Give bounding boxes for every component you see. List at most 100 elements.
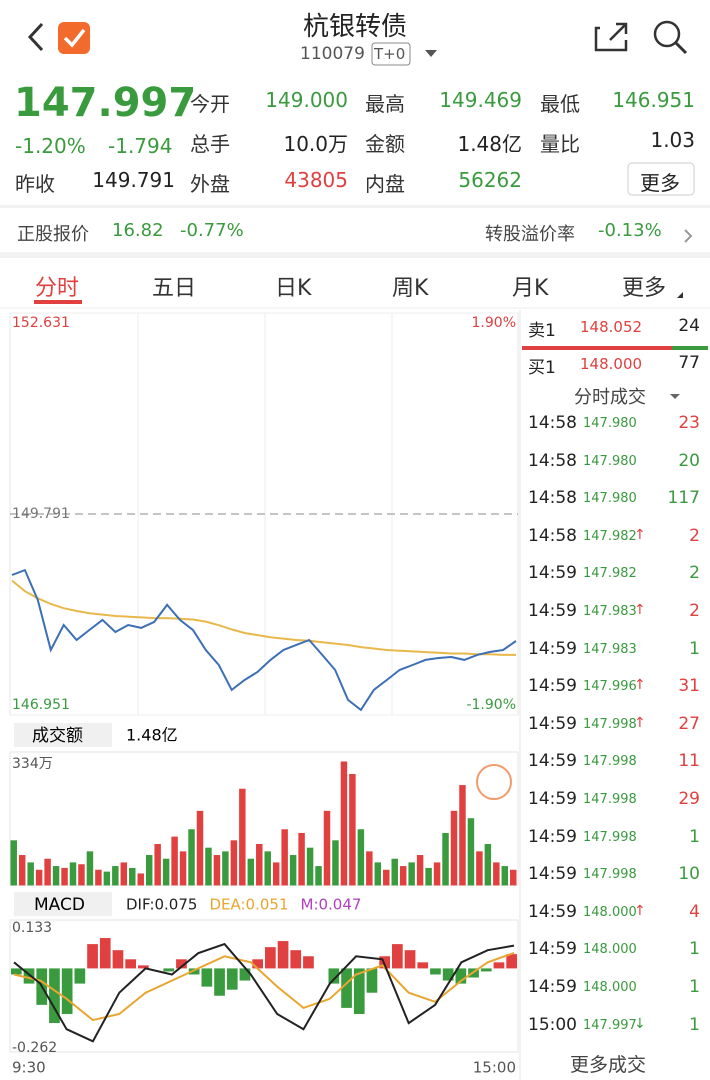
more-button[interactable] [627,162,695,196]
trade-volume: 1 [689,1014,700,1035]
trade-time: 14:59 [528,563,577,584]
price: 147.997 [14,80,197,126]
stat-label: 最低 [540,92,580,116]
tab-indicator [34,300,82,304]
volume-bar [129,867,136,886]
trade-arrow: ↓ [634,1015,646,1032]
macd-bar [442,968,454,981]
macd-bar [303,956,314,969]
volume-bar [103,871,111,886]
macd-bar [417,962,429,969]
macd-bar [455,968,467,984]
volume-bar [332,840,339,886]
trades-more[interactable]: 更多成交 [570,1054,647,1076]
share-icon[interactable] [594,22,628,52]
y2-tick-label: -1.90% [466,697,516,713]
trade-volume: 11 [678,751,700,772]
trade-price: 148.000 [583,904,637,920]
more-button-label[interactable]: 更多 [640,171,680,195]
tab[interactable]: 分时 [35,276,80,301]
volume-bar [315,866,322,886]
price-line [11,579,516,656]
book-volume: 24 [678,316,700,336]
tab[interactable]: 更多 [622,276,667,301]
stat-value: 56262 [458,168,522,192]
volume-bar [484,843,492,886]
book-price: 148.000 [580,355,643,373]
tab[interactable]: 周K [392,276,429,301]
volume-bar [408,862,415,886]
volume-bar [162,858,170,886]
volume-bar [357,829,365,886]
trade-arrow: ↑ [634,677,646,694]
trade-volume: 4 [689,901,700,922]
trade-price: 147.998 [583,867,637,883]
label-box [14,723,112,747]
volume-bar [78,864,85,886]
trade-time: 15:00 [528,1014,577,1035]
trade-volume: 20 [678,450,700,471]
x-label: 15:00 [473,1059,516,1077]
volume-bar [374,862,382,886]
stat-label: 外盘 [190,172,230,196]
tab[interactable]: 五日 [152,276,197,301]
trade-volume: 31 [678,676,700,697]
book-volume: 77 [678,353,700,373]
trade-time: 14:59 [528,826,577,847]
macd-bar [87,944,98,969]
trade-volume: 2 [689,563,700,584]
dropdown [670,394,680,399]
macd-bar [480,968,492,972]
volume-bar [69,862,77,886]
macd-bar [341,968,352,1008]
volume-bar [399,866,407,886]
zoom-button[interactable] [476,764,512,800]
macd-bar [201,968,213,987]
volume-bar [247,858,255,886]
macd-bar [188,968,200,975]
macd-bar [11,968,22,975]
volume-bar [112,866,119,886]
stat-label: 量比 [540,132,580,156]
volume-label: 成交额 [32,726,83,746]
trade-time: 14:59 [528,601,577,621]
search-icon[interactable] [653,20,681,48]
stock-label: 正股报价 [17,224,89,245]
tab[interactable]: 日K [275,276,312,301]
y-tick-label: 146.951 [12,697,70,713]
app-icon-check [63,28,86,48]
macd-label: MACD [34,895,85,915]
volume-bar [349,774,356,886]
trade-time: 14:59 [528,751,577,772]
trade-price: 147.983 [583,604,637,619]
trade-price: 147.998 [583,792,637,807]
stat-value: 43805 [284,168,348,192]
chevron[interactable] [684,229,693,243]
volume-bar [366,851,373,886]
macd-bar [176,959,187,969]
x-label: 9:30 [12,1059,46,1077]
trade-volume: 2 [689,601,700,621]
volume-bar [256,843,263,886]
back-icon[interactable] [27,22,44,52]
volume-bar [459,785,466,886]
dif-line [13,942,515,1043]
book-label: 买1 [528,358,556,378]
code: 110079 [300,44,365,64]
dropdown-icon[interactable] [425,50,437,57]
macd-bar [226,968,238,990]
macd-bar [404,950,416,969]
change-pct: -1.20% [15,134,86,158]
volume-bar [425,867,432,886]
volume-bar [35,869,43,886]
macd-bar [265,947,276,969]
tab[interactable]: 月K [512,276,549,301]
volume-bar [86,851,94,886]
trade-volume: 23 [678,413,700,433]
trade-volume: 1 [689,826,700,847]
volume-bar [239,788,246,886]
macd-bar [493,962,505,969]
stat-label: 最高 [365,92,405,116]
volume-bar [450,810,458,886]
